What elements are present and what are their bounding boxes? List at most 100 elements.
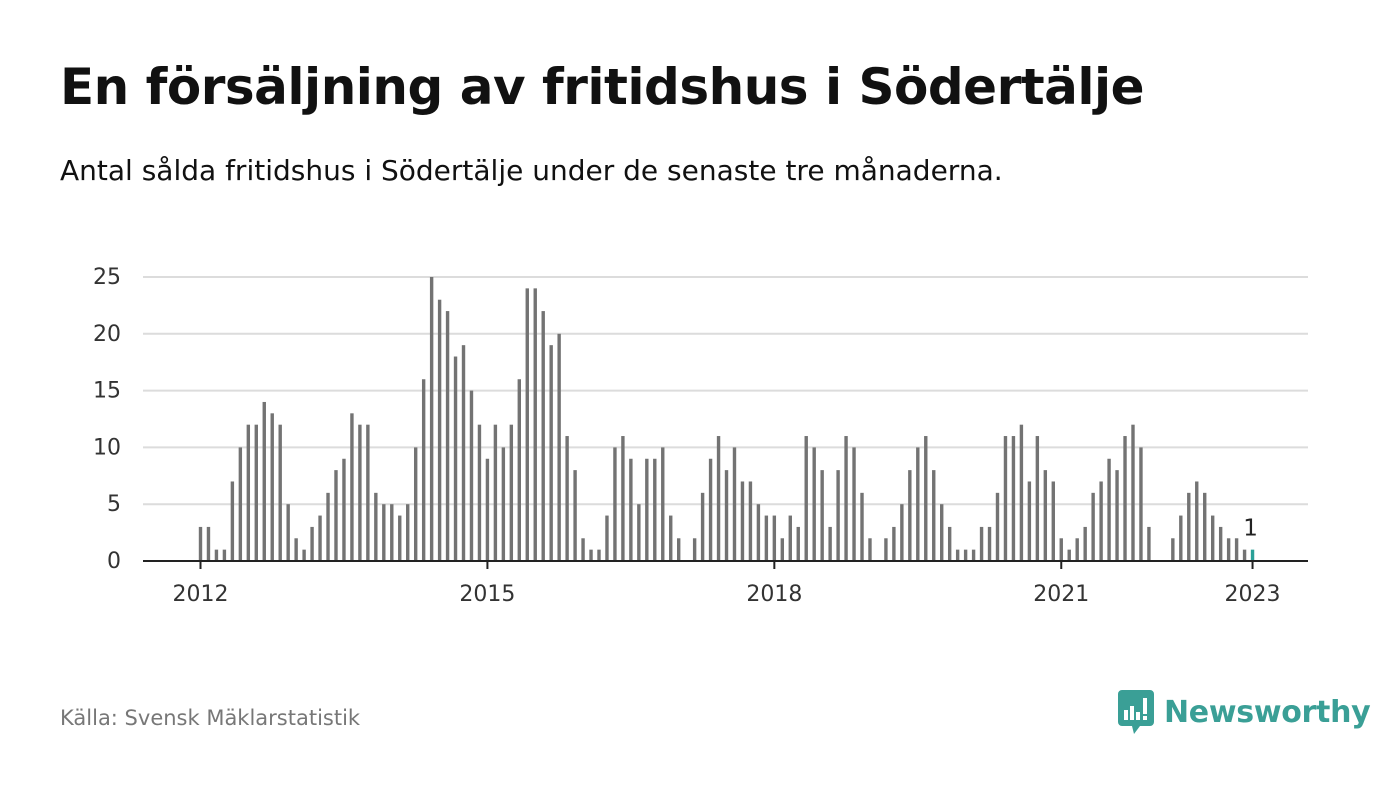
bar — [270, 413, 274, 561]
bar — [1242, 549, 1247, 561]
bar — [892, 526, 896, 561]
bar — [565, 436, 569, 561]
bar — [1123, 436, 1127, 561]
bar — [1019, 424, 1024, 561]
bar — [1179, 515, 1183, 561]
source-note: Källa: Svensk Mäklarstatistik — [60, 706, 361, 730]
bar — [334, 470, 338, 561]
bar — [318, 515, 322, 561]
bar — [637, 504, 641, 561]
bar — [469, 390, 474, 561]
bar — [509, 424, 514, 561]
x-tick-label: 2023 — [1225, 582, 1281, 607]
highlight-value-label: 1 — [1243, 516, 1258, 542]
bar — [1234, 538, 1239, 561]
bars — [198, 277, 1255, 561]
bar — [230, 481, 235, 561]
labels: 0 5 10 15 20 25 2012 2015 2018 2021 2023 1 — [93, 265, 1281, 607]
bar — [1059, 538, 1063, 561]
bar — [724, 470, 729, 561]
bar-highlight — [1250, 549, 1255, 561]
bar — [613, 447, 617, 561]
bar — [254, 424, 258, 561]
bar — [1131, 424, 1135, 561]
bar — [1203, 492, 1207, 561]
bar — [868, 538, 872, 561]
bar — [581, 538, 585, 561]
bar — [844, 436, 848, 561]
bar — [589, 549, 593, 561]
bar — [533, 288, 537, 561]
bar — [860, 492, 864, 561]
bar — [940, 504, 944, 561]
bar — [987, 526, 992, 561]
bar — [198, 526, 203, 561]
bar-chart: 0 5 10 15 20 25 2012 2015 2018 2021 2023 1 — [93, 265, 1308, 607]
bar — [1035, 436, 1040, 561]
bar — [963, 549, 968, 561]
bar — [732, 447, 737, 561]
bar — [501, 447, 506, 561]
bar — [828, 526, 832, 561]
bar — [804, 436, 808, 561]
bar — [421, 379, 426, 561]
bar — [979, 526, 984, 561]
axes — [143, 560, 1308, 569]
bar — [916, 447, 920, 561]
bar — [262, 401, 266, 561]
bar — [764, 515, 769, 561]
bar — [206, 526, 211, 561]
bar — [413, 447, 418, 561]
bar — [214, 549, 219, 561]
bar — [1226, 538, 1231, 561]
bar — [573, 470, 577, 561]
bar — [1218, 526, 1223, 561]
bar — [1027, 481, 1032, 561]
bar — [222, 549, 227, 561]
bar — [477, 424, 482, 561]
y-tick-label: 5 — [107, 492, 121, 517]
bar — [1099, 481, 1103, 561]
bar — [342, 458, 346, 561]
x-tick-label: 2021 — [1033, 582, 1089, 607]
bar — [756, 504, 761, 561]
bar — [366, 424, 370, 561]
bar — [398, 515, 402, 561]
bar — [302, 549, 306, 561]
bar — [955, 549, 960, 561]
bar — [1091, 492, 1095, 561]
bar — [557, 333, 561, 561]
bar — [740, 481, 745, 561]
bar — [677, 538, 681, 561]
bar — [796, 526, 800, 561]
bar — [1043, 470, 1048, 561]
bar — [653, 458, 657, 561]
bar — [908, 470, 912, 561]
bar — [429, 277, 434, 561]
bar — [1003, 436, 1008, 561]
bar — [971, 549, 976, 561]
bar — [820, 470, 824, 561]
bar — [1210, 515, 1215, 561]
bar — [461, 345, 466, 561]
x-tick-label: 2015 — [459, 582, 515, 607]
bar — [445, 311, 450, 561]
bar — [541, 311, 545, 561]
brand-logo: Newsworthy — [1118, 690, 1371, 734]
bar — [1115, 470, 1119, 561]
bar — [629, 458, 633, 561]
bar — [772, 515, 777, 561]
x-tick-label: 2018 — [746, 582, 802, 607]
bar — [1147, 526, 1151, 561]
bar — [326, 492, 330, 561]
bar — [485, 458, 490, 561]
x-tick-label: 2012 — [173, 582, 229, 607]
bar — [549, 345, 553, 561]
bar — [700, 492, 705, 561]
bar — [350, 413, 354, 561]
y-tick-label: 20 — [93, 322, 121, 347]
y-tick-label: 15 — [93, 379, 121, 404]
bar — [605, 515, 609, 561]
bar — [525, 288, 529, 561]
bar — [1051, 481, 1055, 561]
